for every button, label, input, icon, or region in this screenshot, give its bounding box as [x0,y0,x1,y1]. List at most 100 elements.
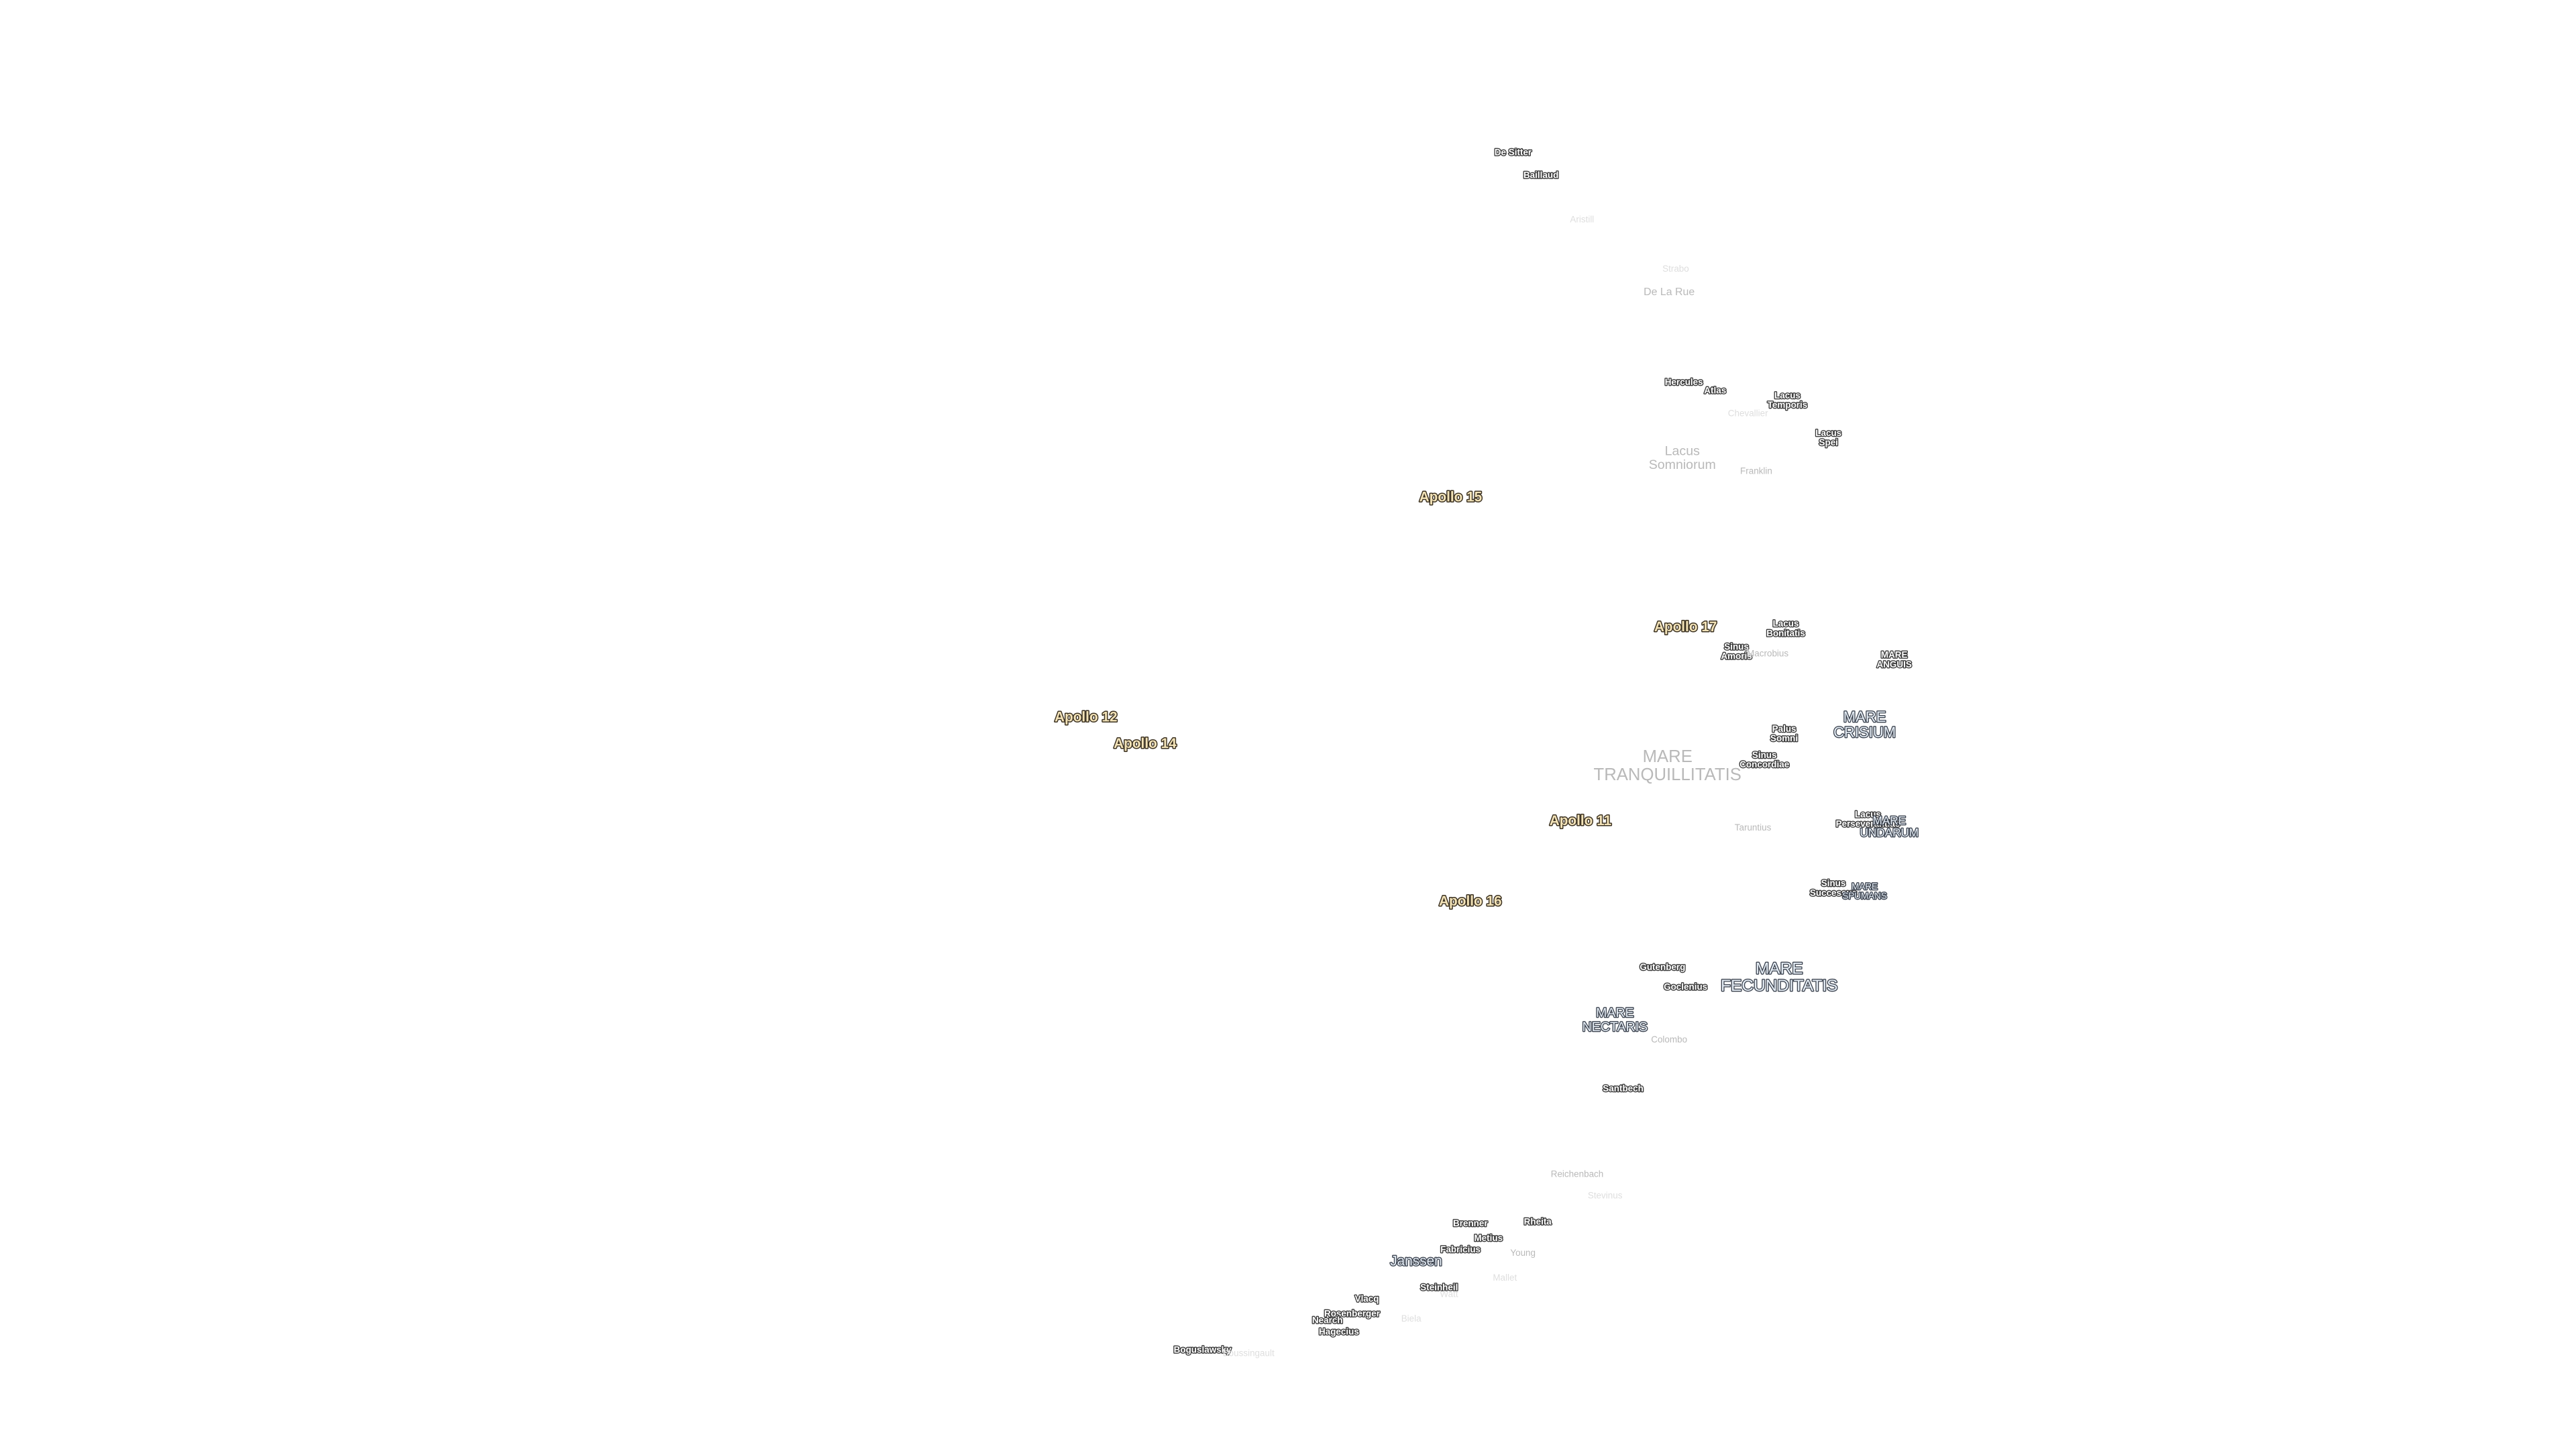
label-line: Watt [1440,1289,1458,1299]
map-label: Atlas [1703,384,1727,396]
label-line: De La Rue [1644,286,1695,298]
label-line: De Sitter [1495,147,1532,157]
map-label: Reichenbach [1550,1169,1604,1179]
label-line: Concordiae [1739,759,1790,769]
map-label: Mallet [1493,1273,1517,1283]
label-line: Lacus [1815,428,1841,438]
label-line: MARE [1643,747,1693,766]
label-line: Janssen [1390,1253,1442,1269]
label-line: MARE [1851,881,1878,892]
label-line: CRISIUM [1833,724,1896,741]
label-line: FECUNDITATIS [1721,977,1837,995]
map-label: Vlacq [1354,1293,1380,1305]
map-label: Nearch [1311,1314,1344,1326]
map-label: Baillaud [1523,169,1560,181]
label-line: SPUMANS [1842,891,1887,901]
label-line: Successus [1810,888,1857,898]
label-line: Temporis [1768,400,1808,410]
map-label: Stevinus [1588,1190,1623,1200]
label-line: Steinheil [1420,1283,1458,1293]
label-line: MARE [1873,814,1906,827]
label-line: Somni [1770,733,1798,743]
map-label: Franklin [1739,466,1772,476]
map-label: Colombo [1651,1034,1688,1044]
label-line: Boguslawsky [1174,1345,1232,1355]
label-line: Hagecius [1319,1327,1359,1337]
map-label: Rosenberger [1324,1307,1381,1320]
label-line: Apollo 12 [1055,710,1118,725]
map-label: Apollo 16 [1438,893,1503,910]
label-line: Lacus [1774,390,1801,400]
label-line: Spei [1819,437,1838,447]
label-line: Apollo 14 [1114,736,1177,751]
label-line: Chevallier [1728,409,1768,419]
map-label: Strabo [1662,264,1689,274]
label-line: Sinus [1724,641,1749,651]
label-line: Boussingault [1223,1348,1275,1358]
label-line: Strabo [1662,264,1689,274]
label-line: Vlacq [1355,1294,1379,1304]
label-line: Apollo 17 [1654,619,1717,635]
map-label: Aristill [1570,215,1594,225]
label-line: Perseverantiae [1836,818,1900,828]
map-label: Taruntius [1734,822,1772,833]
label-line: MARE [1843,708,1886,725]
label-line: Apollo 11 [1550,813,1611,828]
label-line: Bonitatis [1766,628,1805,638]
label-line: Macrobius [1747,648,1788,658]
label-line: Mallet [1493,1273,1517,1283]
label-line: MARE [1881,650,1908,660]
label-line: Young [1510,1248,1536,1258]
label-line: Aristill [1570,215,1594,225]
map-label: Metius [1473,1232,1503,1244]
label-line: Somniorum [1649,458,1716,472]
label-line: Atlas [1704,385,1726,395]
label-line: Reichenbach [1551,1169,1604,1179]
map-label: Macrobius [1746,648,1789,659]
map-label: Brenner [1452,1218,1489,1230]
map-label: Chevallier [1728,409,1768,419]
label-line: UNDARUM [1860,826,1919,839]
label-line: MARE [1756,959,1803,977]
label-line: Hercules [1665,377,1703,387]
label-line: NECTARIS [1582,1020,1648,1034]
label-line: Nearch [1312,1316,1343,1326]
map-label: Apollo 14 [1113,735,1178,752]
label-line: Biela [1401,1313,1421,1324]
label-line: Palus [1772,724,1796,734]
map-label: Goclenius [1663,981,1709,993]
map-label: Young [1510,1248,1536,1258]
map-label: Hercules [1664,376,1704,388]
label-line: Apollo 15 [1419,490,1483,505]
label-line: Stevinus [1588,1190,1623,1200]
map-label: Steinheil [1419,1281,1459,1293]
label-line: Lacus [1773,619,1799,629]
label-line: Fabricius [1440,1244,1481,1254]
label-line: Baillaud [1523,170,1558,180]
map-label: Apollo 12 [1054,708,1119,726]
map-label: De Sitter [1493,146,1533,158]
map-label: De La Rue [1644,286,1695,299]
map-label: Gutenberg [1639,961,1686,973]
label-line: MARE [1596,1006,1634,1020]
label-line: Lacus [1855,809,1881,819]
map-label: Hagecius [1318,1326,1360,1338]
label-line: ANGUIS [1877,659,1912,669]
label-line: Lacus [1665,444,1700,459]
label-line: TRANQUILLITATIS [1594,765,1741,784]
